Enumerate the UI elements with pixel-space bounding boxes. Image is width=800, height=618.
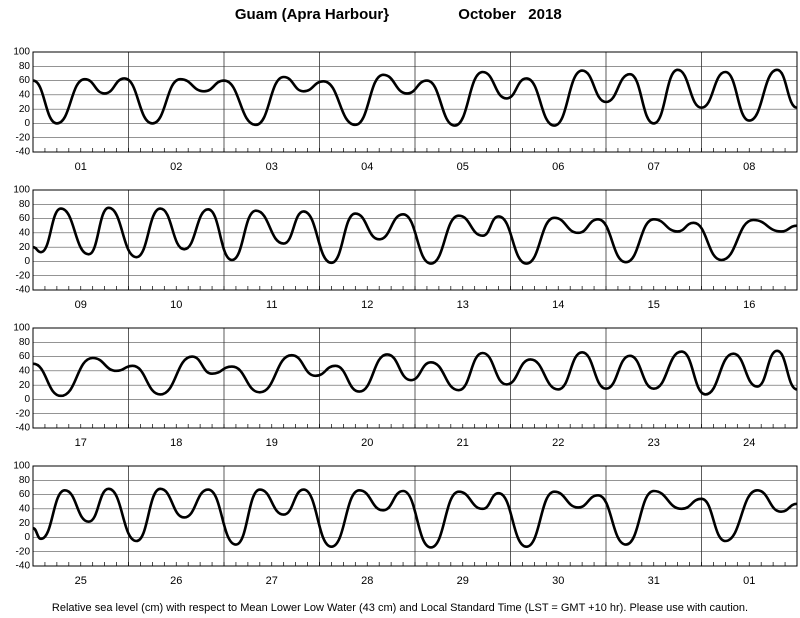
y-tick-label: -40 [16, 423, 31, 434]
x-tick-label: 29 [457, 575, 469, 587]
x-tick-label: 26 [170, 575, 182, 587]
plot-frame [32, 327, 798, 429]
x-tick-label: 27 [266, 575, 278, 587]
x-tick-label: 30 [552, 575, 564, 587]
y-tick-label: 80 [19, 475, 31, 486]
x-tick-label: 05 [457, 161, 469, 173]
x-tick-label: 20 [361, 437, 373, 449]
y-tick-label: -40 [16, 561, 31, 572]
y-tick-label: 40 [19, 89, 31, 100]
y-tick-label: 20 [19, 104, 31, 115]
tide-line [33, 487, 797, 549]
x-tick-label: 11 [266, 299, 277, 311]
panel: -40 -20 0 20 40 60 80 100 25 26 27 28 29 30 31 01 [13, 461, 798, 587]
y-tick-label: 20 [19, 518, 31, 529]
y-tick-label: 100 [13, 461, 30, 472]
y-tick-label: 40 [19, 503, 31, 514]
y-tick-label: 100 [13, 47, 30, 58]
y-tick-label: -20 [16, 270, 31, 281]
panel: -40 -20 0 20 40 60 80 100 09 10 11 12 13 14 15 16 [13, 185, 798, 311]
x-tick-label: 15 [648, 299, 660, 311]
x-tick-label: 16 [743, 299, 755, 311]
y-tick-label: 0 [24, 118, 30, 129]
plot-frame [32, 465, 798, 567]
y-tick-label: 60 [19, 489, 31, 500]
plot-frame [32, 51, 798, 153]
plot-frame [32, 189, 798, 291]
tide-line [33, 206, 797, 265]
y-tick-label: 80 [19, 199, 31, 210]
tide-line [33, 68, 797, 127]
x-tick-label: 08 [743, 161, 755, 173]
x-tick-label: 14 [552, 299, 564, 311]
x-tick-label: 02 [170, 161, 182, 173]
y-tick-label: 60 [19, 351, 31, 362]
x-tick-label: 19 [266, 437, 278, 449]
y-tick-label: 60 [19, 75, 31, 86]
y-tick-label: 60 [19, 213, 31, 224]
x-tick-label: 09 [75, 299, 87, 311]
y-tick-label: 80 [19, 61, 31, 72]
x-tick-label: 06 [552, 161, 564, 173]
y-tick-label: 20 [19, 380, 31, 391]
y-tick-label: 0 [24, 532, 30, 543]
x-tick-label: 01 [75, 161, 87, 173]
x-tick-label: 31 [648, 575, 660, 587]
x-tick-label: 25 [75, 575, 87, 587]
x-tick-label: 13 [457, 299, 469, 311]
x-tick-label: 04 [361, 161, 373, 173]
tide-line [33, 349, 797, 398]
y-tick-label: 0 [24, 394, 30, 405]
y-tick-label: 100 [13, 185, 30, 196]
y-tick-label: 100 [13, 323, 30, 334]
y-tick-label: -20 [16, 546, 31, 557]
x-tick-label: 18 [170, 437, 182, 449]
x-tick-label: 17 [75, 437, 87, 449]
chart-title: Guam (Apra Harbour} [235, 6, 389, 23]
x-tick-label: 23 [648, 437, 660, 449]
y-tick-label: -20 [16, 408, 31, 419]
y-tick-label: -20 [16, 132, 31, 143]
x-tick-label: 24 [743, 437, 755, 449]
panel: -40 -20 0 20 40 60 80 100 01 02 03 04 05 06 07 08 [13, 47, 798, 173]
y-tick-label: 40 [19, 227, 31, 238]
y-tick-label: -40 [16, 147, 31, 158]
x-tick-label: 01 [743, 575, 755, 587]
y-tick-label: 40 [19, 365, 31, 376]
x-tick-label: 07 [648, 161, 660, 173]
y-tick-label: 80 [19, 337, 31, 348]
x-tick-label: 03 [266, 161, 278, 173]
y-tick-label: 20 [19, 242, 31, 253]
x-tick-label: 21 [457, 437, 469, 449]
x-tick-label: 22 [552, 437, 564, 449]
chart-period: October 2018 [458, 6, 561, 23]
x-tick-label: 28 [361, 575, 373, 587]
y-tick-label: 0 [24, 256, 30, 267]
panel: -40 -20 0 20 40 60 80 100 17 18 19 20 21 22 23 24 [13, 323, 798, 449]
x-tick-label: 12 [361, 299, 373, 311]
x-tick-label: 10 [170, 299, 182, 311]
y-tick-label: -40 [16, 285, 31, 296]
chart-note: Relative sea level (cm) with respect to … [52, 602, 748, 614]
